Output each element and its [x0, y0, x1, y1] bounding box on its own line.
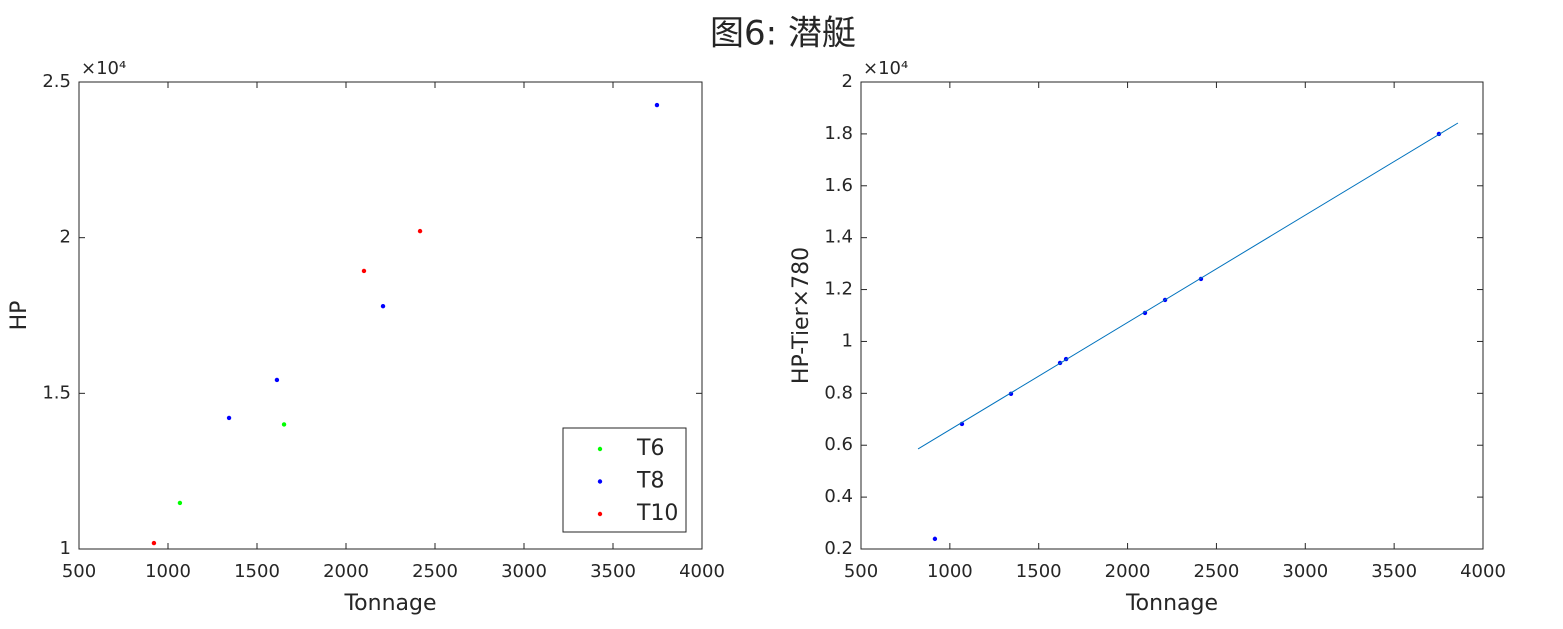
y-tick-label: 2 — [60, 227, 71, 248]
legend-marker — [597, 446, 603, 452]
y-tick-label: 0.4 — [824, 486, 853, 507]
legend-marker — [597, 479, 603, 484]
legend-label: T8 — [636, 469, 664, 494]
axes-box — [860, 81, 1484, 550]
y-tick-label: 1.5 — [42, 382, 71, 403]
x-tick-label: 500 — [844, 561, 878, 582]
x-tick-label: 3500 — [1371, 561, 1417, 582]
x-tick-label: 4000 — [1460, 561, 1506, 582]
point — [177, 500, 183, 506]
point — [932, 536, 938, 542]
y-tick-label: 0.2 — [824, 538, 853, 559]
x-tick-label: 4000 — [679, 561, 725, 582]
y-tick-label: 1.4 — [824, 227, 853, 248]
y-axis-label: HP-Tier×780 — [789, 247, 814, 384]
x-tick-label: 3000 — [501, 561, 547, 582]
y-tick-label: 2.5 — [42, 71, 71, 92]
legend-box — [562, 427, 687, 533]
x-axis-label: Tonnage — [1125, 591, 1218, 616]
point — [654, 102, 660, 108]
x-tick-label: 2500 — [412, 561, 458, 582]
point — [361, 268, 367, 274]
x-tick-label: 2000 — [1105, 561, 1151, 582]
x-tick-label: 2500 — [1194, 561, 1240, 582]
x-tick-label: 3500 — [590, 561, 636, 582]
x-tick-label: 2000 — [323, 561, 369, 582]
y-multiplier: ×10⁴ — [863, 58, 908, 79]
y-tick-label: 1.6 — [824, 175, 853, 196]
x-tick-label: 3000 — [1282, 561, 1328, 582]
legend-label: T6 — [636, 436, 664, 461]
point — [417, 228, 423, 234]
axes-box — [78, 81, 703, 550]
y-tick-label: 1 — [60, 538, 71, 559]
x-tick-label: 1000 — [145, 561, 191, 582]
fit-line — [917, 122, 1459, 450]
x-tick-label: 1000 — [927, 561, 973, 582]
y-tick-label: 0.6 — [824, 434, 853, 455]
x-tick-label: 1500 — [1016, 561, 1062, 582]
y-tick-label: 2 — [842, 71, 853, 92]
point — [380, 303, 386, 309]
x-tick-label: 500 — [62, 561, 96, 582]
point — [274, 377, 280, 383]
point — [281, 422, 287, 427]
y-multiplier: ×10⁴ — [81, 58, 126, 79]
y-axis-label: HP — [7, 301, 32, 331]
y-tick-label: 1.2 — [824, 279, 853, 300]
y-tick-label: 1 — [842, 330, 853, 351]
x-tick-label: 1500 — [234, 561, 280, 582]
legend-label: T10 — [636, 501, 678, 526]
legend-marker — [597, 511, 603, 517]
y-tick-label: 1.8 — [824, 123, 853, 144]
point — [226, 415, 232, 421]
point — [151, 540, 157, 546]
figure-title: 图6: 潜艇 — [710, 14, 856, 54]
y-tick-label: 0.8 — [824, 382, 853, 403]
x-axis-label: Tonnage — [343, 591, 436, 616]
